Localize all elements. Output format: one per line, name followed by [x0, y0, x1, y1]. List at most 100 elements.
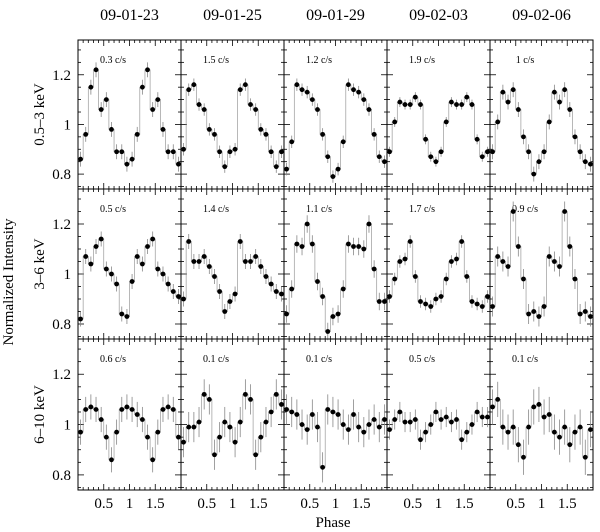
data-point [392, 276, 398, 282]
panel: 1.4 c/s [180, 188, 285, 340]
data-point [206, 397, 212, 402]
data-point [330, 174, 336, 179]
data-point [582, 159, 588, 165]
x-tick-label: 1.5 [455, 496, 474, 512]
data-point [186, 424, 192, 430]
panel: 1.9 c/s [386, 39, 491, 190]
data-point [351, 87, 356, 93]
data-point [160, 407, 166, 412]
data-point [448, 259, 454, 264]
data-point [191, 259, 197, 264]
y-tick-label: 1.2 [52, 217, 71, 233]
data-point [340, 139, 346, 145]
x-tick-label: 0.5 [506, 496, 525, 512]
data-point [206, 126, 212, 132]
data-point [382, 417, 387, 422]
panel: 0.3 c/s [77, 39, 182, 190]
y-tick-label: 1.2 [52, 68, 71, 84]
y-axis-label: Normalized Intensity [1, 218, 17, 346]
x-tick-label: 0.5 [403, 496, 422, 512]
step-line [284, 409, 387, 468]
x-tick-label: 1.5 [146, 496, 165, 512]
data-point [500, 259, 506, 264]
count-rate-label: 1.7 c/s [409, 204, 435, 215]
data-point [536, 314, 542, 319]
panel: 1.1 c/s [283, 188, 388, 341]
data-point [232, 291, 238, 297]
data-point [376, 424, 382, 430]
data-point [114, 429, 120, 435]
data-point [351, 244, 356, 249]
data-point [448, 99, 454, 105]
data-point [500, 89, 506, 95]
data-point [212, 452, 217, 458]
data-point [428, 304, 434, 309]
data-point [335, 166, 341, 172]
count-rate-label: 0.5 c/s [100, 204, 126, 215]
x-tick-label: 1 [229, 496, 237, 512]
data-point [103, 434, 109, 440]
data-point [428, 154, 434, 160]
data-point [309, 97, 315, 102]
step-line [284, 84, 387, 177]
data-point [345, 241, 351, 247]
count-rate-label: 0.1 c/s [306, 354, 332, 365]
panel: 1.5 c/s [180, 39, 285, 190]
data-point [423, 429, 429, 435]
data-point [325, 154, 331, 160]
data-point [500, 424, 506, 430]
data-point [320, 131, 326, 137]
data-point [490, 404, 495, 410]
data-point [114, 149, 120, 155]
data-point [124, 314, 130, 319]
data-point [134, 254, 140, 259]
data-point [402, 419, 408, 425]
data-point [345, 82, 351, 88]
data-point [299, 422, 305, 427]
data-point [242, 259, 248, 264]
row-label: 0.5–3 keV [32, 83, 48, 146]
step-line [78, 238, 181, 320]
data-point [551, 89, 557, 95]
data-point [582, 454, 588, 460]
data-point [279, 402, 284, 407]
data-point [294, 412, 300, 417]
column-title: 09-02-06 [512, 7, 571, 24]
y-tick-label: 0.8 [52, 317, 71, 333]
data-point [418, 299, 423, 304]
y-tick-label: 1 [64, 418, 72, 434]
count-rate-label: 1.1 c/s [306, 204, 332, 215]
data-point [165, 149, 171, 155]
data-point [418, 102, 423, 107]
data-point [139, 261, 145, 267]
data-point [567, 244, 573, 249]
data-point [237, 87, 243, 93]
data-point [119, 311, 125, 317]
data-point [196, 259, 202, 264]
data-point [577, 149, 583, 155]
step-line [284, 223, 387, 332]
x-tick-label: 1.5 [352, 496, 371, 512]
data-point [170, 149, 176, 155]
data-point [588, 161, 593, 167]
data-point [407, 419, 413, 425]
data-point [361, 429, 367, 435]
data-point [155, 97, 161, 102]
data-point [201, 391, 207, 397]
data-point [248, 397, 253, 402]
column-title: 09-01-25 [203, 7, 262, 24]
count-rate-label: 1.2 c/s [306, 55, 332, 66]
data-point [361, 97, 367, 102]
panel: 1.7 c/s [386, 188, 491, 340]
data-point [201, 107, 207, 112]
data-point [103, 266, 109, 272]
panel: 1.2 c/s [283, 39, 388, 190]
data-point [170, 407, 176, 412]
data-point [304, 427, 310, 432]
data-point [83, 407, 89, 412]
data-point [273, 391, 279, 397]
data-point [567, 107, 573, 112]
panel-frame [77, 39, 182, 190]
data-point [78, 156, 83, 162]
data-point [572, 429, 578, 435]
